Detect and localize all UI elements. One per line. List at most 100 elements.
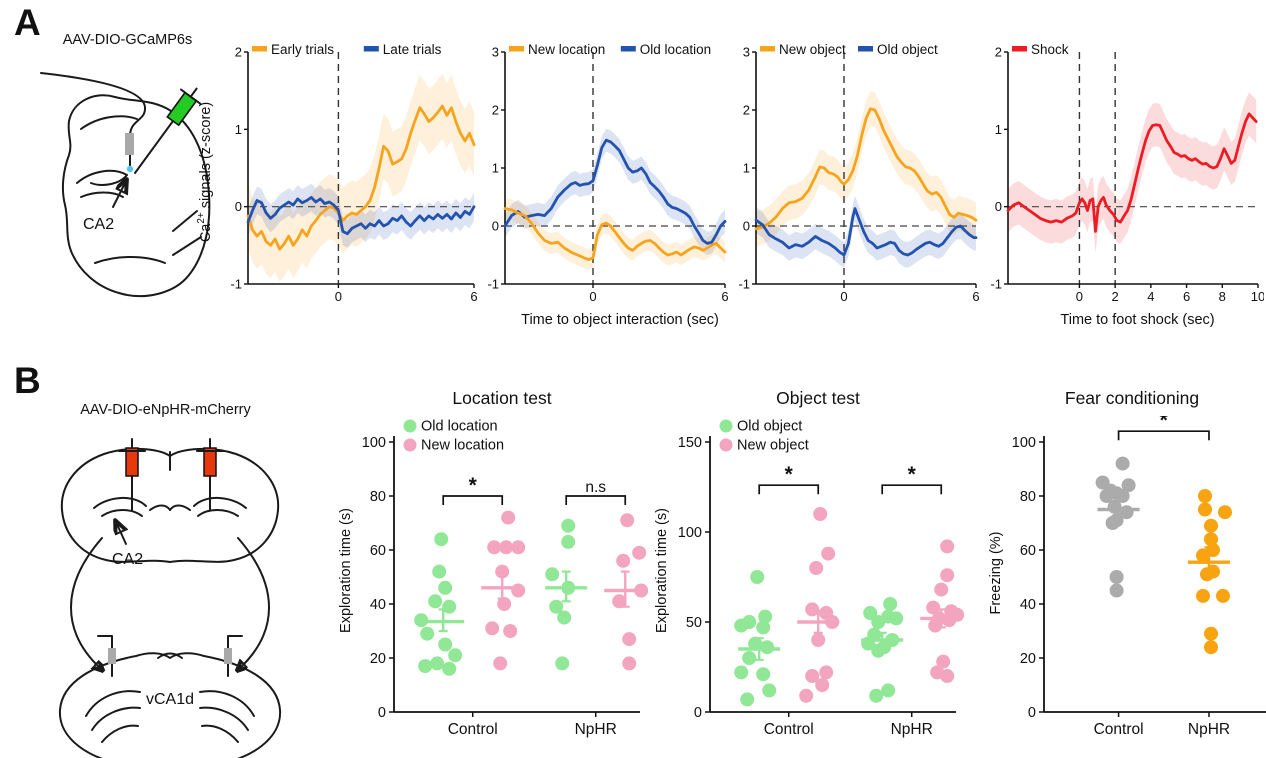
data-point <box>497 597 512 611</box>
ca2-pointer-arrow <box>112 181 126 208</box>
projection-arrows <box>70 537 270 668</box>
data-point <box>883 597 898 611</box>
y-tick-label: 3 <box>743 45 750 60</box>
syringe-icon-red-right <box>196 438 224 511</box>
data-point <box>442 661 457 676</box>
group-label: NpHR <box>891 721 933 738</box>
x-tick-label: 6 <box>972 289 979 304</box>
y-tick-label: 60 <box>370 543 386 559</box>
legend-label: Old object <box>737 419 802 435</box>
x-tick-label: 0 <box>1076 289 1083 304</box>
data-point <box>815 678 830 692</box>
data-point <box>414 613 429 628</box>
x-tick-label: 0 <box>335 289 342 304</box>
data-point <box>940 539 955 554</box>
object-test-chart: 0 50 100 150 Control NpHR Old object New object… <box>678 419 964 738</box>
legend-dot <box>719 419 733 433</box>
y-tick-label: 0 <box>235 199 242 214</box>
location-test-title: Location test <box>452 388 552 408</box>
y-tick-label: 2 <box>995 45 1002 60</box>
y-tick-label: 1 <box>235 122 242 137</box>
data-point <box>561 518 576 533</box>
legend-label: Old location <box>421 419 498 435</box>
data-point <box>561 534 576 549</box>
data-point <box>740 692 755 707</box>
y-tick-label: 20 <box>1020 651 1036 667</box>
x-tick-label: 10 <box>1251 289 1264 304</box>
data-point <box>809 561 824 575</box>
y-tick-label: -1 <box>487 277 499 292</box>
data-point <box>622 656 637 671</box>
significance-label: * <box>908 463 917 486</box>
data-point <box>799 688 814 703</box>
y-tick-label: 0 <box>378 705 386 721</box>
significance-label: n.s <box>585 479 606 496</box>
data-point <box>811 633 826 647</box>
data-point <box>1198 502 1212 517</box>
data-point <box>511 540 526 555</box>
data-point <box>734 618 749 633</box>
optic-fiber-icon-left <box>97 635 116 677</box>
y-tick-label: 1 <box>995 122 1002 137</box>
legend-swatch <box>252 46 267 52</box>
series-line <box>503 138 727 245</box>
sem-band <box>1008 92 1257 254</box>
data-point <box>485 621 500 636</box>
data-point <box>821 546 836 561</box>
data-point <box>1115 456 1130 471</box>
data-point <box>1198 489 1212 503</box>
legend-label: New object <box>779 42 846 57</box>
legend-label: Late trials <box>383 42 442 57</box>
optic-fiber-icon-right <box>224 635 243 677</box>
data-point <box>936 654 951 669</box>
data-point <box>1216 588 1230 603</box>
data-point <box>632 545 647 560</box>
data-point <box>1099 489 1114 503</box>
series-line <box>503 207 727 262</box>
y-tick-label: 2 <box>235 45 242 60</box>
data-point <box>871 615 886 629</box>
x-tick-label: 6 <box>1183 289 1190 304</box>
y-tick-label: 0 <box>1028 705 1036 721</box>
data-point <box>1121 478 1136 493</box>
y-tick-label: 100 <box>1012 435 1036 451</box>
significance-label: * <box>785 463 794 486</box>
data-point <box>503 624 518 638</box>
data-point <box>940 669 955 683</box>
data-point <box>1204 532 1218 547</box>
data-point <box>448 648 463 663</box>
ca2-pointer-arrow-b <box>116 522 126 545</box>
group-label: NpHR <box>575 721 617 738</box>
series-line <box>246 104 476 251</box>
data-point <box>813 507 828 521</box>
legend-dot <box>403 419 417 433</box>
x-tick-label: 0 <box>589 289 596 304</box>
panel-b-label: B <box>14 360 41 401</box>
y-tick-label: 150 <box>678 435 702 451</box>
data-point <box>942 613 957 628</box>
dorsal-brain-outline <box>60 447 280 563</box>
data-point <box>511 583 526 598</box>
object-signal-chart: 3 2 1 0 -1 0 6 New object Old object <box>738 42 979 304</box>
legend-dot <box>719 438 733 452</box>
data-point <box>734 665 749 680</box>
data-point <box>622 632 637 647</box>
legend-label: New object <box>737 438 809 454</box>
legend-swatch <box>509 46 524 52</box>
legend-dot <box>403 438 417 452</box>
location-signal-chart: 3 2 1 0 -1 0 6 New location Old location <box>487 42 728 304</box>
data-point <box>1204 640 1218 655</box>
data-point <box>612 594 627 609</box>
group-label: Control <box>764 721 814 738</box>
y-tick-label: 20 <box>370 651 386 667</box>
data-point <box>756 620 771 635</box>
group-label: Control <box>1094 721 1144 738</box>
data-point <box>928 618 943 633</box>
x-tick-label: 2 <box>1112 289 1119 304</box>
object-interaction-axis-label: Time to object interaction (sec) <box>521 312 719 328</box>
y-tick-label: -1 <box>990 277 1002 292</box>
data-point <box>1196 588 1210 603</box>
data-point <box>557 610 572 625</box>
